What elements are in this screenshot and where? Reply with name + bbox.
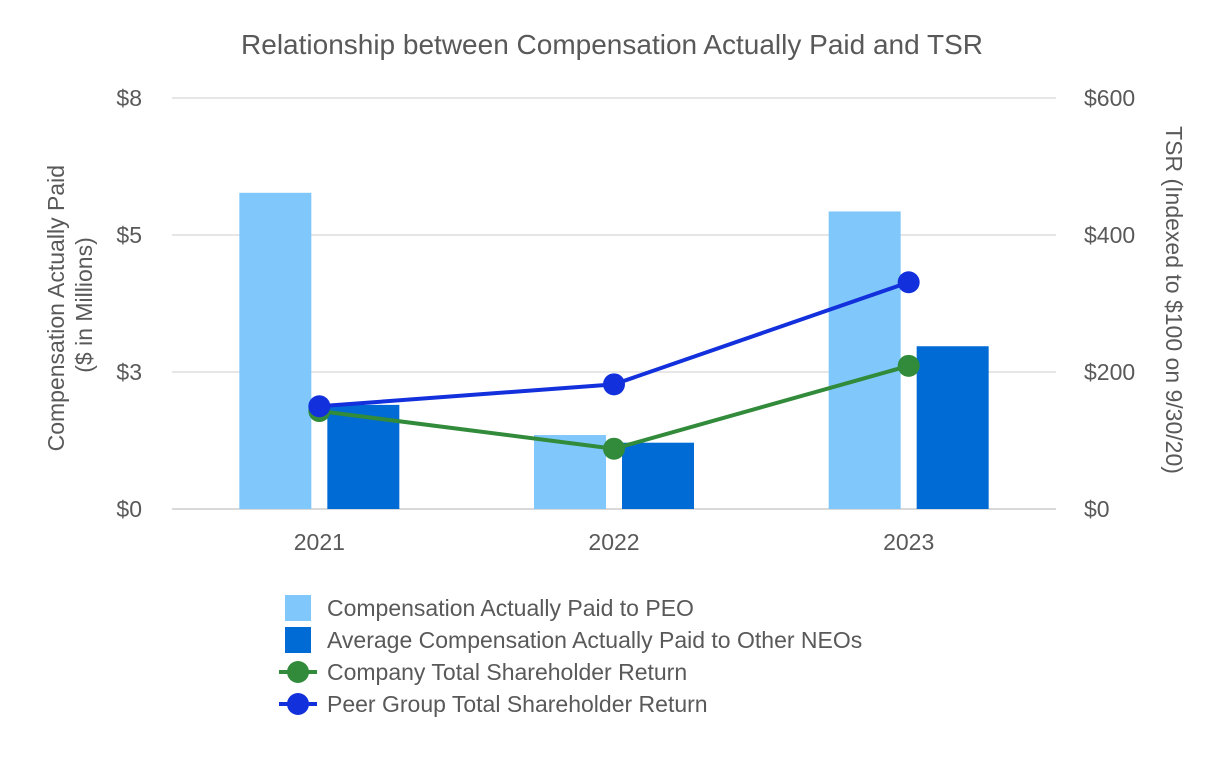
right-tick-label: $200: [1084, 359, 1135, 385]
x-tick-label: 2022: [588, 529, 639, 555]
right-tick-label: $0: [1084, 496, 1110, 522]
data-point: [897, 354, 920, 377]
legend-label: Peer Group Total Shareholder Return: [327, 691, 708, 717]
bar: [327, 404, 400, 509]
left-axis-title: Compensation Actually Paid ($ in Million…: [43, 159, 97, 452]
left-tick-label: $3: [116, 359, 142, 385]
left-axis-ticks: $0 $3 $5 $8: [116, 85, 142, 522]
legend-marker: [287, 661, 309, 683]
bar: [622, 442, 694, 509]
x-axis-ticks: 2021 2022 2023: [294, 529, 935, 555]
left-tick-label: $8: [116, 85, 142, 111]
bar: [828, 211, 901, 509]
legend-swatch: [285, 595, 311, 621]
right-tick-label: $600: [1084, 85, 1135, 111]
data-point: [603, 437, 625, 460]
bar-series: [239, 192, 989, 509]
bar: [916, 346, 989, 509]
left-tick-label: $0: [116, 496, 142, 522]
legend-label: Company Total Shareholder Return: [327, 659, 687, 685]
chart-title: Relationship between Compensation Actual…: [241, 29, 983, 60]
legend-label: Average Compensation Actually Paid to Ot…: [327, 627, 862, 653]
legend: Compensation Actually Paid to PEO Average…: [279, 595, 862, 717]
left-axis-title-line-1: Compensation Actually Paid: [43, 165, 69, 451]
legend-swatch: [285, 627, 311, 653]
bar: [239, 192, 312, 509]
right-axis-ticks: $0 $200 $400 $600: [1084, 85, 1135, 522]
line-series: [308, 271, 920, 460]
data-point: [603, 373, 625, 396]
data-point: [897, 271, 920, 294]
left-tick-label: $5: [116, 222, 142, 248]
data-point: [308, 395, 331, 418]
legend-label: Compensation Actually Paid to PEO: [327, 595, 694, 621]
x-tick-label: 2023: [883, 529, 934, 555]
right-axis-title: TSR (Indexed to $100 on 9/30/20): [1161, 126, 1187, 474]
x-tick-label: 2021: [294, 529, 345, 555]
legend-marker: [287, 693, 309, 715]
left-axis-title-line-2: ($ in Millions): [71, 237, 97, 372]
right-tick-label: $400: [1084, 222, 1135, 248]
